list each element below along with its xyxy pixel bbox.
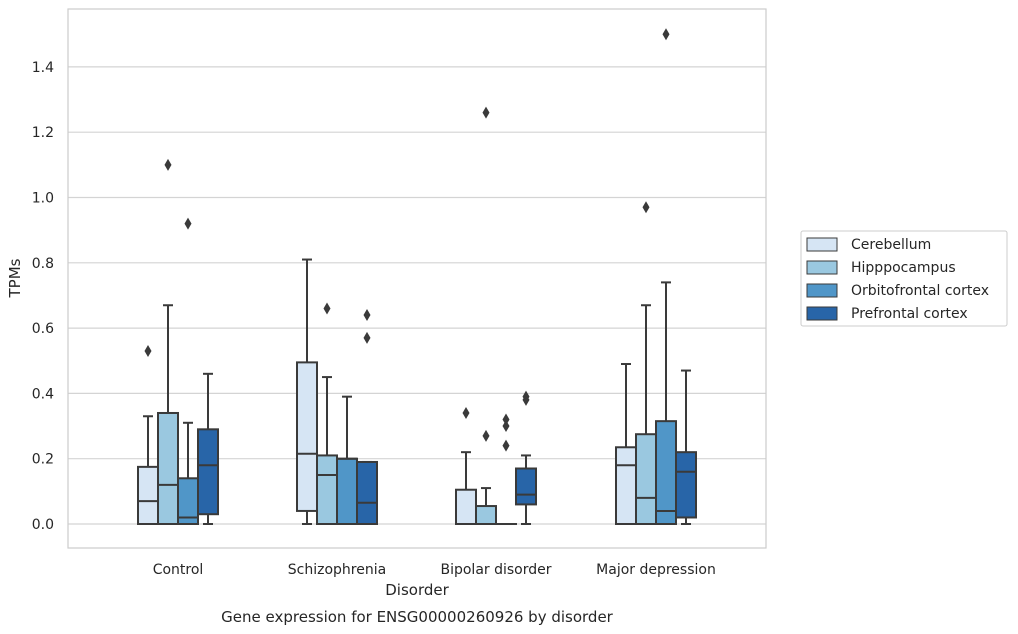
box-orbitofrontal-cortex	[336, 395, 358, 526]
y-tick-label: 1.2	[32, 125, 54, 141]
outlier-point	[482, 106, 490, 119]
legend-label: Cerebellum	[851, 237, 931, 253]
box-iqr	[296, 361, 318, 512]
legend-label: Prefrontal cortex	[851, 306, 968, 322]
box-iqr	[197, 428, 219, 516]
y-axis-ticks: 0.0 0.2 0.4 0.6 0.8 1.0 1.2 1.4	[32, 60, 54, 533]
box-cerebellum	[455, 406, 477, 525]
box-orbitofrontal-cortex	[177, 217, 199, 526]
outlier-point	[363, 331, 371, 344]
box-prefrontal-cortex	[356, 309, 378, 525]
outlier-point	[502, 439, 510, 452]
box-hipppocampus	[316, 302, 338, 525]
plot-frame	[67, 8, 767, 549]
legend-swatch	[806, 283, 838, 298]
box-orbitofrontal-cortex	[655, 28, 677, 525]
box-iqr	[157, 411, 179, 525]
outlier-point	[502, 420, 510, 433]
box-prefrontal-cortex	[197, 372, 219, 525]
y-tick-label: 0.0	[32, 517, 54, 533]
x-tick-label: Schizophrenia	[288, 562, 386, 578]
y-axis-label: TPMs	[6, 258, 24, 298]
outlier-point	[363, 309, 371, 322]
x-axis-ticks: Control Schizophrenia Bipolar disorder Majo…	[153, 562, 716, 578]
box-iqr	[515, 467, 537, 506]
box-iqr	[316, 454, 338, 525]
legend-entries: Cerebellum Hipppocampus Orbitofrontal cort…	[806, 237, 989, 322]
box-iqr	[675, 451, 697, 519]
y-tick-label: 0.8	[32, 256, 54, 272]
box-hipppocampus	[157, 158, 179, 525]
legend-swatch	[806, 260, 838, 275]
x-tick-label: Bipolar disorder	[440, 562, 551, 578]
y-tick-label: 0.2	[32, 452, 54, 468]
box-iqr	[455, 488, 477, 525]
legend-label: Orbitofrontal cortex	[851, 283, 989, 299]
legend: Cerebellum Hipppocampus Orbitofrontal cort…	[800, 230, 1008, 327]
box-cerebellum	[615, 363, 637, 525]
x-axis-label: Disorder	[385, 581, 449, 599]
box-iqr	[655, 420, 677, 525]
box-iqr	[336, 457, 358, 526]
legend-frame	[800, 230, 1008, 327]
box-iqr	[475, 505, 497, 526]
outlier-point	[462, 406, 470, 419]
legend-swatch	[806, 306, 838, 321]
y-tick-label: 1.4	[32, 60, 54, 76]
outlier-point	[662, 28, 670, 41]
box-cerebellum	[137, 344, 159, 525]
box-cerebellum	[296, 258, 318, 525]
box-iqr	[615, 446, 637, 525]
outlier-point	[522, 390, 530, 403]
outlier-point	[502, 413, 510, 426]
box-hipppocampus	[635, 201, 657, 525]
outlier-point	[482, 429, 490, 442]
box-prefrontal-cortex	[515, 390, 537, 525]
outlier-point	[184, 217, 192, 230]
box-iqr	[635, 433, 657, 525]
x-tick-label: Control	[153, 562, 204, 578]
box-iqr	[137, 465, 159, 525]
legend-swatch	[806, 237, 838, 252]
x-tick-label: Major depression	[596, 562, 716, 578]
box-orbitofrontal-cortex	[495, 413, 517, 526]
y-tick-label: 1.0	[32, 191, 54, 207]
box-hipppocampus	[475, 106, 497, 526]
outlier-point	[642, 201, 650, 214]
y-tick-label: 0.6	[32, 321, 54, 337]
y-tick-label: 0.4	[32, 386, 54, 402]
outlier-point	[144, 344, 152, 357]
boxes	[137, 28, 697, 526]
gridlines	[68, 66, 766, 525]
outlier-point	[164, 158, 172, 171]
outlier-point	[323, 302, 331, 315]
box-iqr	[356, 460, 378, 525]
legend-label: Hipppocampus	[851, 260, 956, 276]
chart-caption: Gene expression for ENSG00000260926 by d…	[221, 608, 614, 626]
box-prefrontal-cortex	[675, 369, 697, 525]
